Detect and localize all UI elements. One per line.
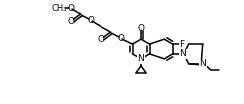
- Text: F: F: [179, 40, 184, 49]
- Text: O: O: [87, 16, 94, 25]
- Text: N: N: [199, 59, 206, 68]
- Text: N: N: [138, 54, 144, 63]
- Text: N: N: [179, 49, 186, 58]
- Text: O: O: [138, 24, 144, 33]
- Text: O: O: [67, 4, 74, 13]
- Text: CH₃: CH₃: [52, 4, 67, 13]
- Text: O: O: [117, 34, 124, 43]
- Text: O: O: [98, 35, 105, 44]
- Text: O: O: [68, 17, 75, 26]
